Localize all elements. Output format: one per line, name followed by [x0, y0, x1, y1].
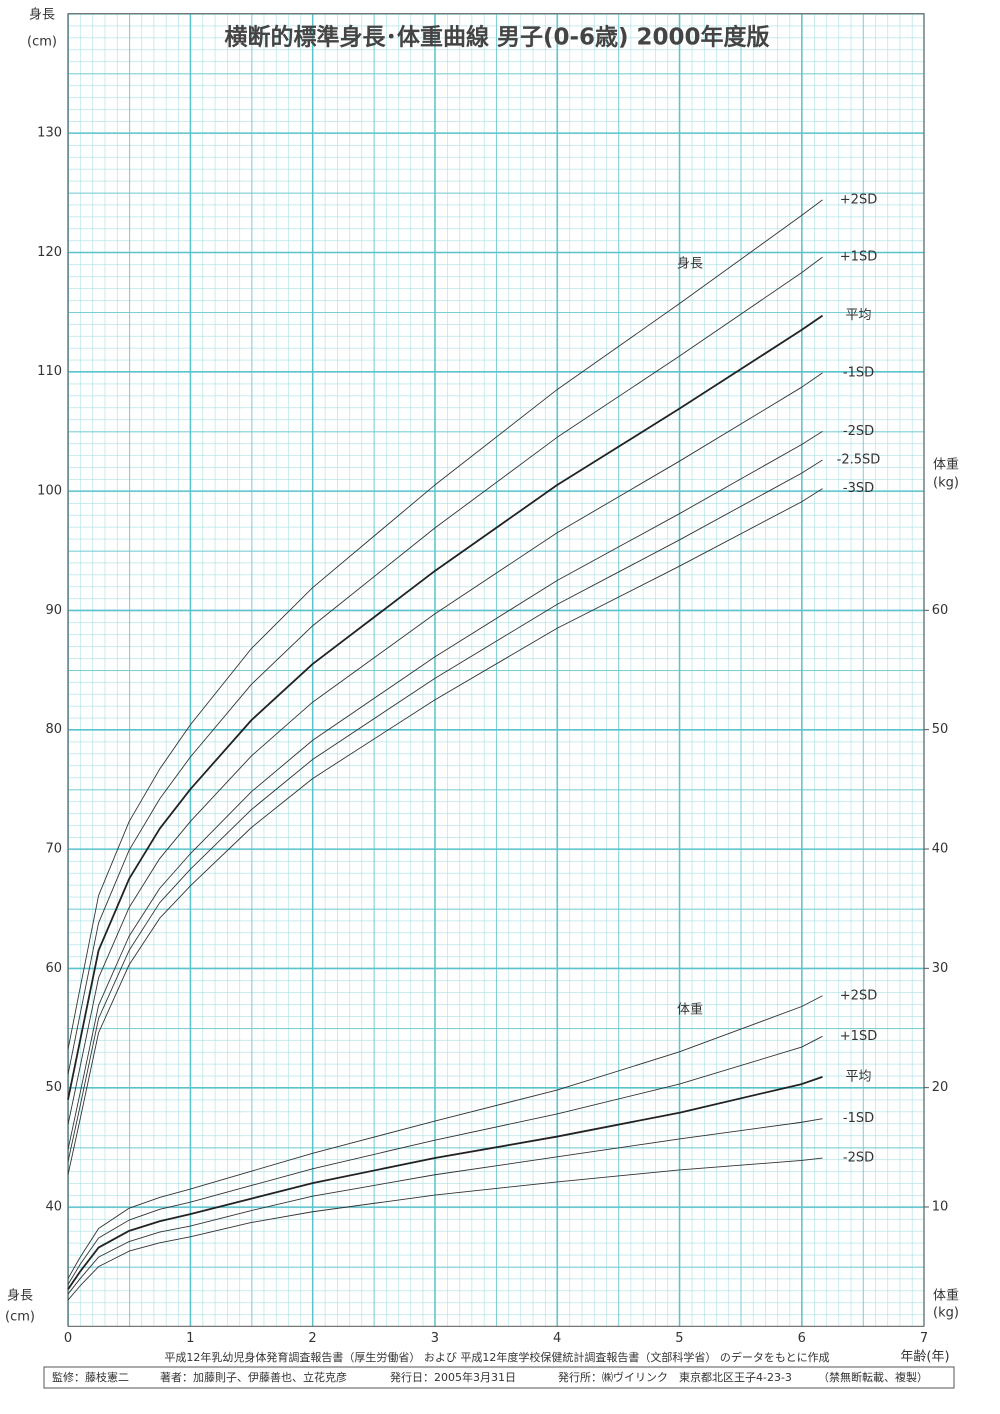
- y2-label: 体重: [933, 1288, 959, 1304]
- source-note: 平成12年乳幼児身体発育調査報告書（厚生労働省） および 平成12年度学校保健統…: [164, 1350, 829, 1364]
- y-tick-label: 130: [37, 126, 62, 141]
- chart-title: 横断的標準身長･体重曲線 男子(0-6歳) 2000年度版: [224, 24, 769, 51]
- series-label: -1SD: [843, 1111, 874, 1126]
- y-tick-label: 100: [37, 484, 62, 499]
- x-tick-label: 5: [675, 1331, 683, 1346]
- y-tick-label: 120: [37, 245, 62, 260]
- series-line: [67, 995, 823, 1279]
- y2-tick-label: 10: [932, 1199, 949, 1214]
- credit-box: [43, 1366, 955, 1389]
- mid-grid: [68, 13, 924, 1327]
- y-tick-label: 50: [45, 1080, 62, 1095]
- y2-unit: (kg): [933, 476, 959, 491]
- series-line: [67, 314, 824, 1100]
- x-tick-label: 4: [553, 1331, 561, 1346]
- credit: （禁無断転載、複製）: [818, 1370, 928, 1384]
- series-line: [67, 1118, 823, 1295]
- y2-tick-label: 50: [932, 722, 949, 737]
- y-tick-label: 90: [45, 603, 62, 618]
- series-line: [67, 199, 823, 1050]
- x-tick-label: 0: [64, 1331, 72, 1346]
- y2-tick-label: 40: [932, 841, 949, 856]
- credit: 発行日：2005年3月31日: [390, 1370, 516, 1384]
- x-label: 年齢(年): [900, 1350, 949, 1365]
- x-tick-label: 7: [920, 1331, 928, 1346]
- plot-border: [67, 13, 925, 1327]
- series-label: +1SD: [840, 250, 877, 265]
- annotation: 体重: [677, 1002, 703, 1018]
- credit: 監修：藤枝憲二: [52, 1370, 129, 1384]
- series-line: [67, 459, 823, 1162]
- series-line: [67, 256, 823, 1075]
- series-line: [67, 1035, 823, 1285]
- series-line: [67, 1076, 823, 1290]
- y-tick-label: 60: [45, 961, 62, 976]
- y-tick-label: 80: [45, 722, 62, 737]
- series-label: -1SD: [843, 365, 874, 380]
- y2-label: 体重: [933, 457, 959, 473]
- y-unit: (cm): [5, 1310, 35, 1325]
- series-label: +2SD: [840, 192, 877, 207]
- y-tick-label: 70: [45, 841, 62, 856]
- credit: 著者：加藤則子、伊藤善也、立花克彦: [160, 1370, 347, 1384]
- y2-tick-label: 20: [932, 1080, 949, 1095]
- series-line: [67, 488, 823, 1175]
- y2-tick-label: 30: [932, 961, 949, 976]
- y2-tick-label: 60: [932, 603, 949, 618]
- x-tick-label: 3: [431, 1331, 439, 1346]
- series-label: 平均: [845, 308, 871, 323]
- series-label: -2SD: [843, 424, 874, 439]
- marks: [67, 199, 824, 1301]
- x-tick-label: 1: [186, 1331, 194, 1346]
- series-label: +1SD: [840, 1029, 877, 1044]
- y-label: 身長: [29, 7, 55, 23]
- series-label: -2SD: [843, 1151, 874, 1166]
- x-tick-label: 6: [798, 1331, 806, 1346]
- series-line: [67, 1157, 823, 1301]
- series-label: -3SD: [843, 481, 874, 496]
- credit: 発行所：㈱ヴイリンク 東京都北区王子4-23-3: [558, 1370, 792, 1384]
- y-tick-label: 40: [45, 1199, 62, 1214]
- series-label: +2SD: [840, 988, 877, 1003]
- series-line: [67, 372, 823, 1125]
- y-unit: (cm): [27, 35, 57, 50]
- annotation: 身長: [677, 256, 703, 272]
- y-tick-label: 110: [37, 364, 62, 379]
- x-tick-label: 2: [308, 1331, 316, 1346]
- y2-unit: (kg): [933, 1306, 959, 1321]
- series-label: -2.5SD: [837, 452, 881, 467]
- series-line: [67, 430, 823, 1150]
- series-label: 平均: [845, 1069, 871, 1084]
- y-label: 身長: [7, 1288, 33, 1304]
